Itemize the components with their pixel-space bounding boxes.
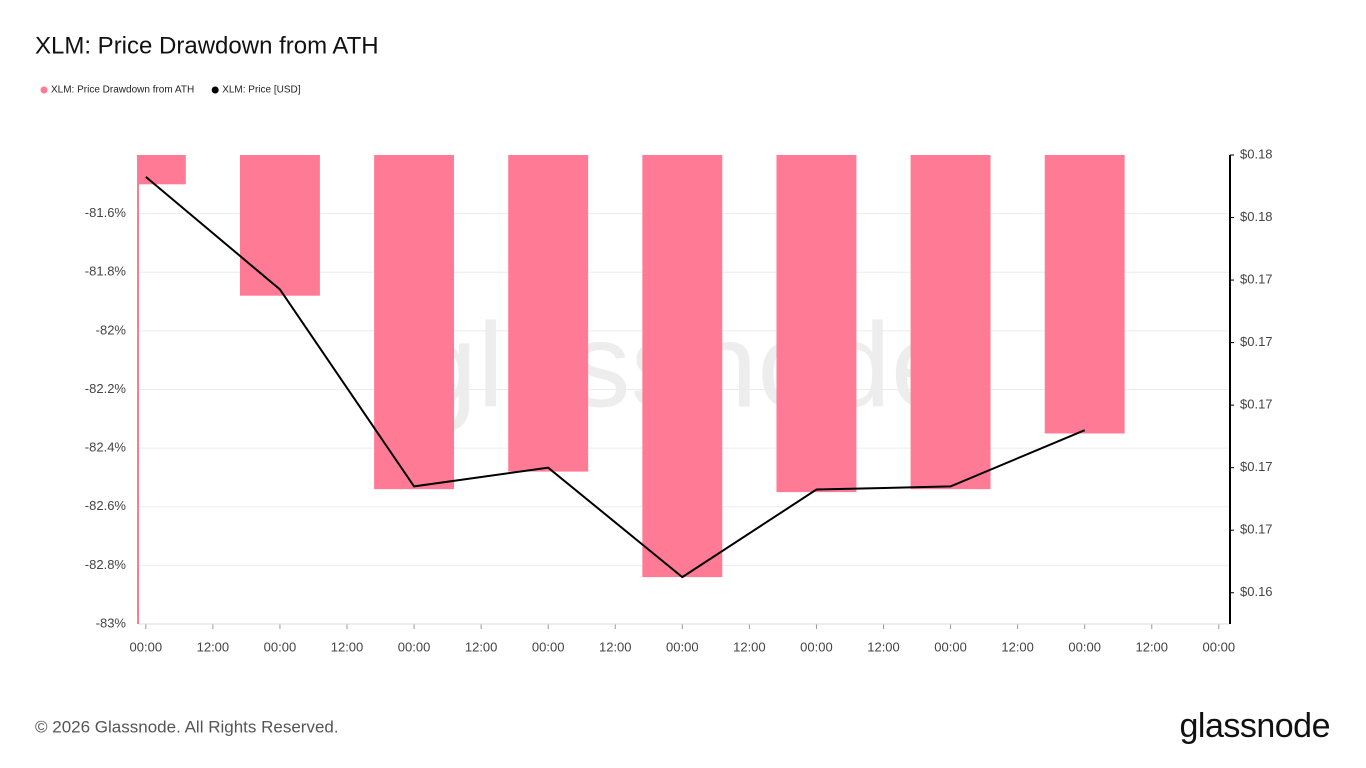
x-tick-label: 00:00 xyxy=(800,639,833,654)
chart-title: XLM: Price Drawdown from ATH xyxy=(35,32,379,59)
y-tick-label: -82.2% xyxy=(85,381,127,396)
bar xyxy=(1044,155,1125,434)
x-tick-label: 00:00 xyxy=(1068,639,1101,654)
y2-tick-label: $0.17 xyxy=(1240,459,1273,474)
x-tick-label: 12:00 xyxy=(867,639,900,654)
bar xyxy=(508,155,589,472)
legend-marker xyxy=(40,86,48,94)
legend-label: XLM: Price [USD] xyxy=(222,85,301,96)
x-tick-label: 12:00 xyxy=(331,639,364,654)
x-tick-label: 12:00 xyxy=(1135,639,1168,654)
plot: glassnode-83%-82.8%-82.6%-82.4%-82.2%-82… xyxy=(40,85,1273,654)
y2-tick-label: $0.17 xyxy=(1240,334,1273,349)
x-tick-label: 12:00 xyxy=(733,639,766,654)
y2-tick-label: $0.18 xyxy=(1240,209,1273,224)
bar xyxy=(776,155,857,493)
y2-tick-label: $0.18 xyxy=(1240,146,1273,161)
y2-tick-label: $0.17 xyxy=(1240,397,1273,412)
bar xyxy=(239,155,320,296)
x-tick-label: 12:00 xyxy=(465,639,498,654)
bar xyxy=(374,155,455,490)
y-tick-label: -82% xyxy=(96,322,127,337)
x-tick-label: 00:00 xyxy=(264,639,297,654)
bar xyxy=(910,155,991,490)
copyright: © 2026 Glassnode. All Rights Reserved. xyxy=(35,717,339,736)
x-tick-label: 00:00 xyxy=(666,639,699,654)
y-tick-label: -82.6% xyxy=(85,498,127,513)
x-tick-label: 12:00 xyxy=(599,639,632,654)
y2-tick-label: $0.17 xyxy=(1240,522,1273,537)
x-tick-label: 12:00 xyxy=(1001,639,1034,654)
y2-tick-label: $0.16 xyxy=(1240,584,1273,599)
x-tick-label: 00:00 xyxy=(130,639,163,654)
y-tick-label: -83% xyxy=(96,615,127,630)
y2-tick-label: $0.17 xyxy=(1240,272,1273,287)
bar xyxy=(138,155,186,185)
price-line xyxy=(145,176,1086,579)
logo: glassnode xyxy=(1179,707,1330,745)
x-tick-label: 00:00 xyxy=(1203,639,1236,654)
x-tick-label: 00:00 xyxy=(532,639,565,654)
x-tick-label: 00:00 xyxy=(934,639,967,654)
bar xyxy=(642,155,723,578)
x-tick-label: 12:00 xyxy=(197,639,230,654)
y-tick-label: -81.6% xyxy=(85,205,127,220)
legend-marker xyxy=(211,86,219,94)
x-tick-label: 00:00 xyxy=(398,639,431,654)
y-tick-label: -81.8% xyxy=(85,264,127,279)
y-tick-label: -82.4% xyxy=(85,440,127,455)
legend-label: XLM: Price Drawdown from ATH xyxy=(51,85,194,96)
y-tick-label: -82.8% xyxy=(85,557,127,572)
